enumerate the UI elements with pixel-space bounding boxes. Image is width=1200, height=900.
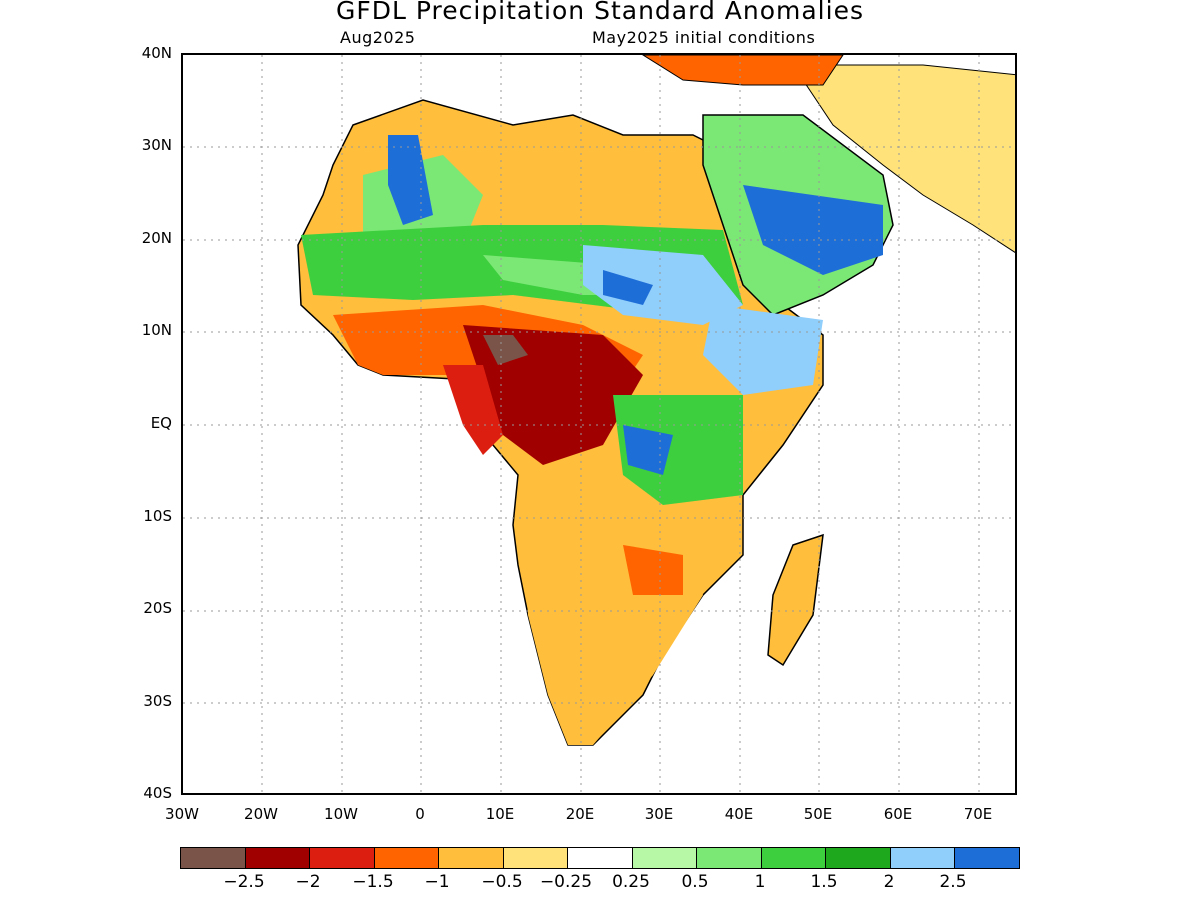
forecast-month: Aug2025 xyxy=(340,28,416,47)
colorbar-swatch xyxy=(310,848,375,868)
colorbar-label: −2.5 xyxy=(223,872,265,892)
colorbar-label: 2.5 xyxy=(939,872,967,892)
colorbar-swatch xyxy=(503,848,569,868)
sudan-very-wet xyxy=(603,270,653,305)
lat-tick: EQ xyxy=(150,414,172,432)
colorbar-label: −1.5 xyxy=(352,872,394,892)
colorbar-label: −1 xyxy=(424,872,450,892)
colorbar-label: 1.5 xyxy=(810,872,838,892)
colorbar-swatch xyxy=(632,848,698,868)
colorbar-swatch xyxy=(955,848,1019,868)
anomaly-map xyxy=(183,55,1015,793)
lat-tick: 10N xyxy=(141,321,172,339)
lat-tick: 30S xyxy=(143,692,172,710)
colorbar-label: 0.5 xyxy=(681,872,709,892)
colorbar-swatch xyxy=(568,848,633,868)
initial-conditions: May2025 initial conditions xyxy=(592,28,816,47)
iran-region xyxy=(792,64,1015,253)
lon-tick: 20E xyxy=(565,805,595,823)
colorbar-label: 1 xyxy=(754,872,766,892)
colorbar-label: 2 xyxy=(883,872,895,892)
colorbar-label: 0.25 xyxy=(612,872,650,892)
lat-tick: 20N xyxy=(141,229,172,247)
colorbar-label: −0.25 xyxy=(539,872,593,892)
lon-tick: 50E xyxy=(803,805,833,823)
colorbar-swatch xyxy=(181,848,246,868)
southern-dry xyxy=(523,505,703,745)
colorbar-label: −0.5 xyxy=(481,872,523,892)
lat-tick: 40S xyxy=(143,784,172,802)
colorbar-swatch xyxy=(697,848,762,868)
map-title: GFDL Precipitation Standard Anomalies xyxy=(336,0,864,25)
lon-tick: 70E xyxy=(963,805,993,823)
lat-tick: 10S xyxy=(143,507,172,525)
map-panel xyxy=(181,53,1017,795)
lon-tick: 30W xyxy=(165,805,199,823)
lat-tick: 30N xyxy=(141,136,172,154)
arabia-very-wet xyxy=(743,185,883,275)
lon-tick: 40E xyxy=(724,805,754,823)
colorbar-swatch xyxy=(439,848,504,868)
madagascar xyxy=(767,533,824,667)
gridlines xyxy=(183,55,1015,793)
lat-tick: 40N xyxy=(141,44,172,62)
colorbar-swatch xyxy=(761,848,827,868)
central-driest xyxy=(483,335,528,365)
lat-tick: 20S xyxy=(143,599,172,617)
east-central-wet xyxy=(613,395,743,505)
nw-africa-very-wet xyxy=(388,135,433,225)
central-dry-ring xyxy=(443,365,503,455)
colorbar-swatch xyxy=(890,848,956,868)
lon-tick: 60E xyxy=(883,805,913,823)
ethiopia-wet xyxy=(703,305,823,395)
southern-dry-strong xyxy=(623,545,683,595)
colorbar xyxy=(180,847,1020,869)
turkey-region xyxy=(642,55,844,86)
lon-tick: 0 xyxy=(415,805,425,823)
colorbar-swatch xyxy=(245,848,311,868)
sudan-wet xyxy=(583,245,743,325)
colorbar-swatch xyxy=(374,848,440,868)
colorbar-label: −2 xyxy=(295,872,321,892)
lon-tick: 30E xyxy=(644,805,674,823)
lon-tick: 10W xyxy=(324,805,358,823)
lon-tick: 20W xyxy=(244,805,278,823)
colorbar-swatch xyxy=(826,848,891,868)
lon-tick: 10E xyxy=(485,805,515,823)
